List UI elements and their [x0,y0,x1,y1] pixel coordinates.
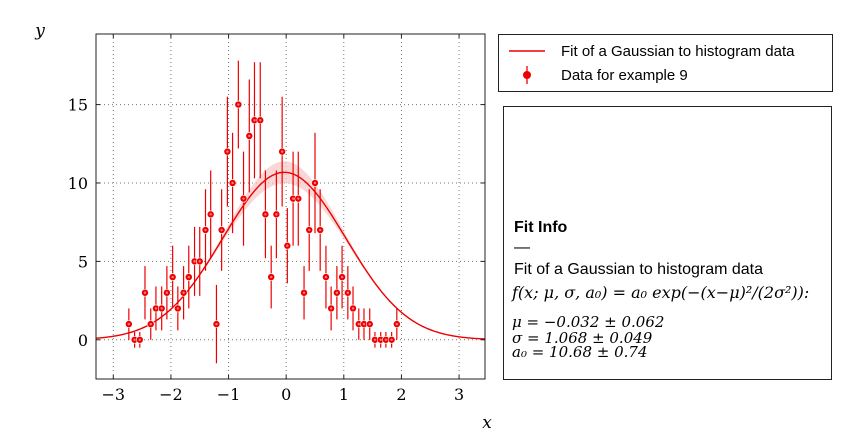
data-point-highlight [313,181,317,185]
x-tick-label: 1 [339,385,349,404]
x-tick-label: −1 [217,385,241,404]
data-point-highlight [390,338,393,341]
data-point-highlight [253,119,256,122]
data-point-highlight [204,228,207,232]
data-point-highlight [335,291,339,294]
data-point-highlight [346,291,350,294]
data-point-highlight [133,338,136,341]
line-swatch-icon [509,50,545,52]
legend-entry-fit: Fit of a Gaussian to histogram data [499,41,832,65]
data-point-highlight [182,291,185,294]
data-point-highlight [340,275,344,279]
data-point-highlight [384,338,388,341]
data-point-highlight [280,150,284,153]
data-point-highlight [269,275,273,279]
data-point-highlight [264,213,267,216]
data-point-highlight [220,228,223,232]
fit-uncertainty-band [96,161,485,339]
fit-param-mu: μ = −0.032 ± 0.062 [512,313,665,331]
data-point-highlight [226,150,229,153]
legend-entry-data: Data for example 9 [499,65,832,89]
data-point-highlight [379,338,382,341]
data-point-highlight [357,322,360,326]
data-point-highlight [198,260,201,263]
data-point-highlight [165,291,169,294]
data-point-highlight [242,197,245,200]
data-point-highlight [187,275,190,279]
fit-info-separator: — [514,239,530,256]
data-point-highlight [318,228,322,232]
data-point-highlight [395,322,399,326]
data-point-highlight [160,307,163,310]
data-point-highlight [324,275,328,279]
fit-curve [95,171,486,340]
x-axis-label: x [482,413,492,432]
x-tick-label: 2 [396,385,406,404]
data-point-highlight [231,181,234,185]
data-point-highlight [286,244,289,247]
data-point-highlight [308,228,311,232]
data-point-highlight [373,338,377,341]
data-point-highlight [127,322,131,326]
data-point-highlight [351,307,355,310]
data-point-highlight [237,103,240,106]
errorbar-marker-icon [523,66,531,84]
x-tick-label: 3 [454,385,464,404]
fit-info-title: Fit Info [514,219,568,236]
data-point-highlight [154,307,158,310]
data-point-highlight [215,322,218,326]
fit-info-box: Fit Info — Fit of a Gaussian to histogra… [503,106,832,380]
axes-frame [95,33,486,380]
legend-label-data: Data for example 9 [561,67,688,84]
data-point-highlight [291,197,295,200]
data-point-highlight [329,307,333,310]
fit-param-a0: a₀ = 10.68 ± 0.74 [512,343,648,361]
data-point-highlight [143,291,147,294]
fit-info-formula: f(x; μ, σ, a₀) = a₀ exp(−(x−μ)²/(2σ²)): [512,283,810,302]
legend: Fit of a Gaussian to histogram data Data… [498,34,833,92]
data-point-highlight [138,338,141,341]
data-point-highlight [368,322,371,326]
y-tick-label: 15 [68,96,88,115]
y-tick-label: 5 [78,252,88,271]
data-point-highlight [297,197,300,200]
y-axis-label: y [34,21,45,41]
data-point-highlight [193,260,196,263]
data-point-highlight [275,213,278,216]
data-point-highlight [209,213,212,216]
x-tick-label: 0 [281,385,291,404]
fit-param-sigma: σ = 1.068 ± 0.049 [512,329,653,347]
legend-label-fit: Fit of a Gaussian to histogram data [561,43,795,60]
fit-info-name: Fit of a Gaussian to histogram data [514,261,764,278]
data-point-highlight [362,322,366,326]
y-tick-label: 10 [68,174,88,193]
x-tick-label: −3 [101,385,125,404]
y-tick-label: 0 [78,331,88,350]
x-tick-label: −2 [159,385,183,404]
data-point-highlight [259,119,262,122]
data-point-highlight [302,291,306,294]
data-point-highlight [176,307,180,310]
data-point-highlight [171,275,174,279]
data-point-highlight [248,134,251,138]
data-point-highlight [149,322,152,326]
